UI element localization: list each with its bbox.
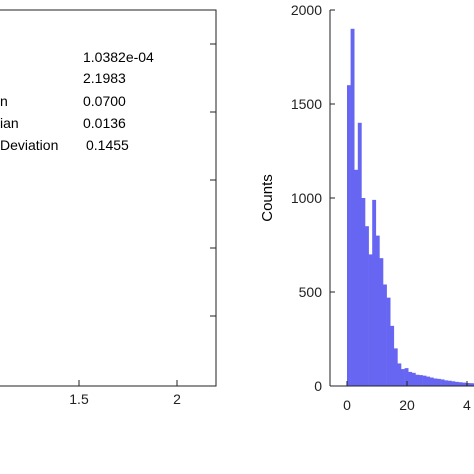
histogram-bar	[455, 381, 459, 386]
stats-panel-x-ticks: 1.5 2	[69, 380, 181, 407]
histogram-bar	[350, 28, 355, 387]
histogram-bar	[440, 379, 445, 386]
histogram-bar	[397, 363, 402, 386]
histogram-bar	[404, 368, 409, 386]
histogram-bar	[458, 382, 463, 386]
histogram-bar	[462, 382, 467, 386]
stat-value: 0.0700	[83, 93, 126, 109]
histogram-bar	[447, 380, 452, 386]
histogram-bar	[368, 254, 373, 386]
histogram-bars	[347, 28, 474, 387]
histogram-x-ticks: 0 20 4	[343, 381, 471, 413]
stats-rows: 1.0382e-04 2.1983 n 0.0700 ian 0.0136 Deviatio…	[0, 49, 154, 153]
histogram-y-ticks: 0 500 1000 1500 2000	[291, 2, 335, 394]
histogram-bar	[415, 374, 420, 386]
histogram-y-tick-label: 500	[299, 284, 323, 300]
stat-value: 0.0136	[83, 115, 126, 131]
stat-label: ian	[0, 115, 19, 131]
histogram-bar	[429, 377, 434, 386]
stat-value: 2.1983	[83, 70, 126, 86]
histogram-bar	[433, 378, 438, 386]
histogram-bar	[383, 284, 387, 386]
histogram-bar	[469, 383, 474, 386]
stats-panel-frame	[0, 9, 217, 387]
histogram-y-axis-label: Counts	[259, 174, 276, 222]
histogram-bar	[444, 380, 449, 386]
histogram-bar	[357, 122, 362, 387]
histogram-bar	[451, 381, 456, 386]
histogram-y-tick-label: 1000	[291, 190, 322, 206]
histogram-x-tick-label: 4	[463, 397, 471, 413]
histogram-bar	[422, 375, 427, 386]
histogram-bar	[401, 369, 405, 386]
stat-value: 1.0382e-04	[83, 49, 154, 65]
stats-panel-x-tick-label: 2	[173, 391, 181, 407]
histogram-y-tick-label: 2000	[291, 2, 322, 18]
histogram-bar	[408, 371, 413, 386]
histogram-bar	[361, 198, 366, 386]
histogram-x-tick-label: 20	[399, 397, 415, 413]
histogram-bar	[411, 372, 416, 386]
histogram-bar	[465, 382, 470, 386]
histogram-bar	[354, 169, 359, 386]
histogram-bar	[365, 226, 369, 386]
histogram-bar	[393, 348, 398, 386]
histogram-y-tick-label: 1500	[291, 96, 322, 112]
histogram-bar	[386, 297, 391, 386]
histogram-bar	[426, 376, 431, 386]
histogram-bar	[390, 325, 395, 386]
histogram-bar	[375, 235, 380, 386]
stats-panel-right-ticks	[210, 43, 216, 317]
histogram-bar	[437, 378, 441, 386]
histogram-bar	[347, 85, 351, 386]
histogram-bar	[372, 199, 377, 386]
stat-label: n	[0, 93, 8, 109]
histogram-bar	[379, 258, 384, 386]
stats-panel-x-tick-label: 1.5	[69, 391, 89, 407]
stat-value: 0.1455	[86, 137, 129, 153]
histogram-panel: 0 500 1000 1500 2000 0 20 4 Counts	[259, 2, 474, 413]
stat-label: Deviation	[0, 137, 58, 153]
histogram-x-tick-label: 0	[343, 397, 351, 413]
histogram-bar	[419, 375, 423, 386]
histogram-y-tick-label: 0	[314, 378, 322, 394]
